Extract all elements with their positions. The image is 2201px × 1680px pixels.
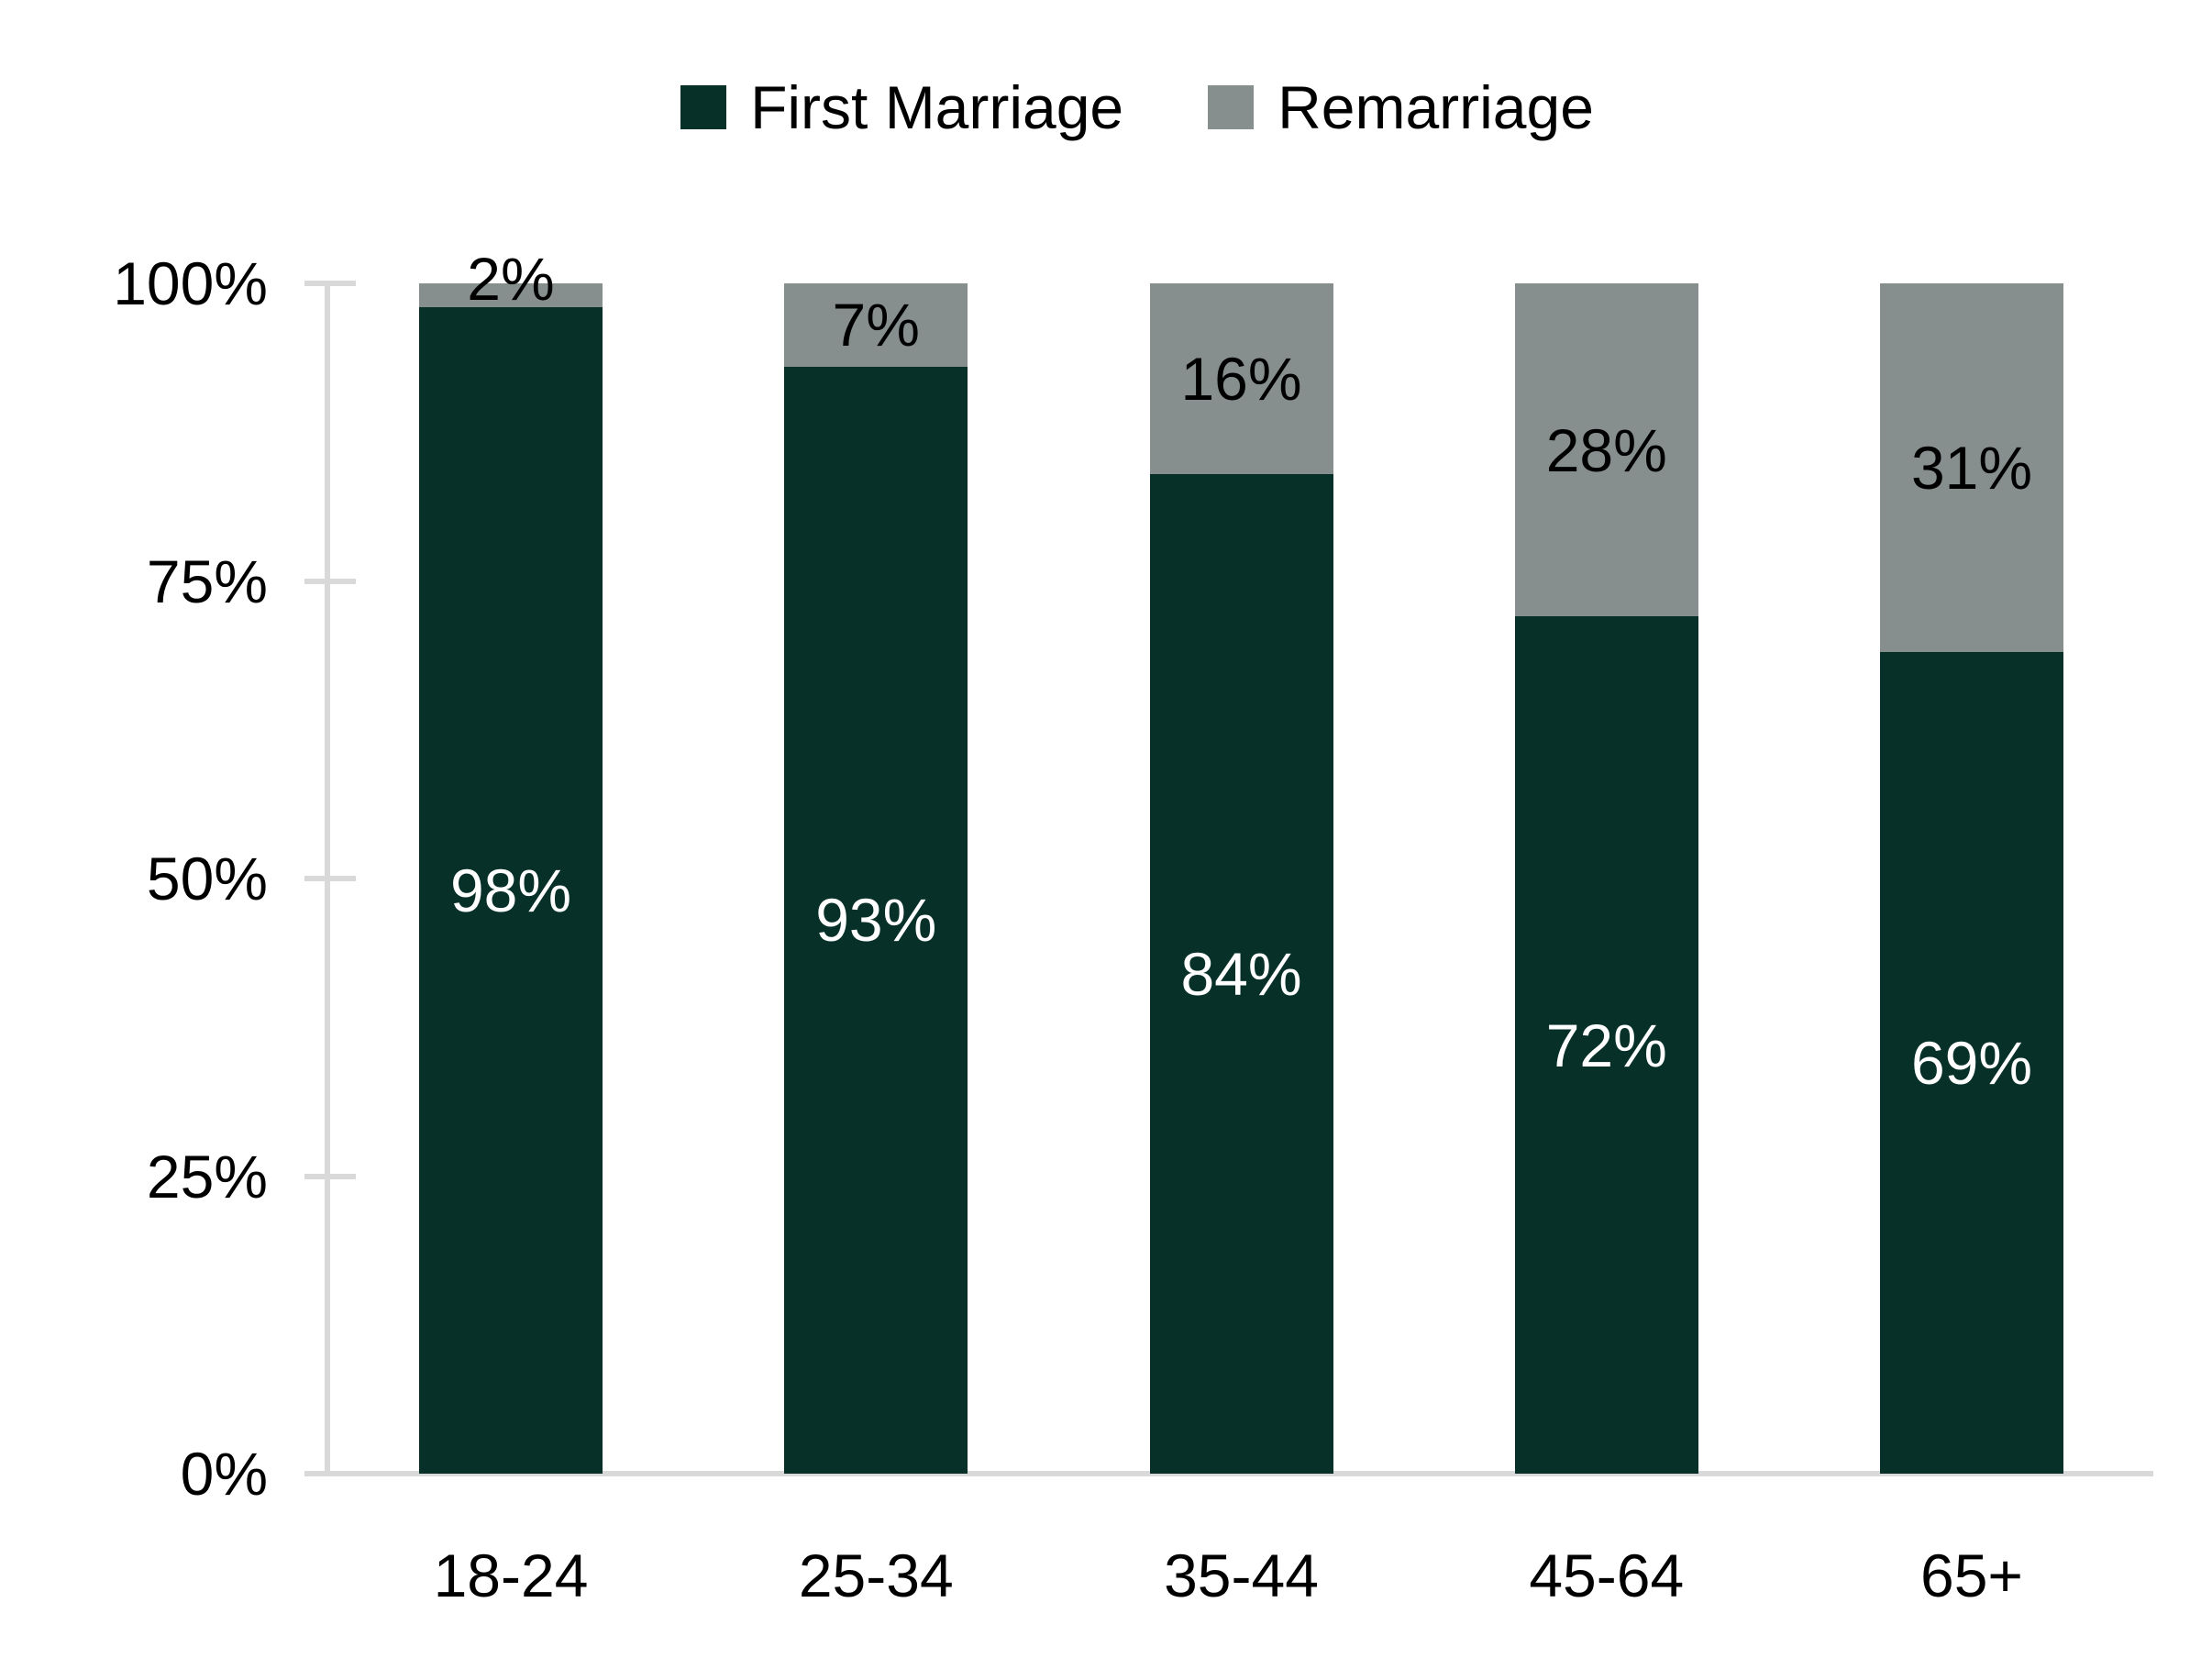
y-tick-label: 100%: [113, 249, 268, 317]
bar-45-64: 28% 72%: [1514, 283, 1698, 1474]
bar-value-label-first-marriage: 93%: [815, 886, 937, 955]
bar-value-label-remarriage: 7%: [832, 291, 920, 359]
legend-item-first-marriage: First Marriage: [680, 77, 1123, 138]
x-category-label: 65+: [1920, 1542, 2023, 1609]
legend-label: Remarriage: [1277, 73, 1594, 141]
y-axis-tick: [304, 281, 356, 286]
bar-value-label-remarriage: 16%: [1180, 344, 1302, 413]
bar-value-label-remarriage: 2%: [467, 245, 555, 313]
bar-segment-remarriage: [1149, 283, 1333, 474]
bar-value-label-remarriage: 31%: [1910, 434, 2033, 503]
legend-item-remarriage: Remarriage: [1208, 77, 1594, 138]
x-category-label: 18-24: [433, 1542, 589, 1609]
chart-legend: First Marriage Remarriage: [37, 77, 2201, 138]
bar-35-44: 16% 84%: [1149, 283, 1333, 1474]
legend-label: First Marriage: [750, 73, 1124, 141]
y-tick-label: 50%: [146, 845, 268, 912]
bar-value-label-first-marriage: 98%: [449, 856, 572, 924]
bar-segment-remarriage: [784, 283, 968, 367]
y-axis-tick: [304, 876, 356, 881]
bar-18-24: 2% 98%: [419, 249, 603, 1474]
bar-segment-first-marriage: [784, 366, 968, 1474]
bar-25-34: 7% 93%: [784, 283, 968, 1474]
bar-segment-first-marriage: [419, 306, 603, 1474]
y-tick-label: 0%: [180, 1440, 268, 1508]
y-axis-tick: [304, 578, 356, 584]
x-category-label: 35-44: [1164, 1542, 1319, 1609]
x-category-label: 25-34: [798, 1542, 954, 1609]
bar-segment-first-marriage: [1880, 652, 2063, 1474]
y-tick-label: 75%: [146, 547, 268, 615]
bar-segment-remarriage: [1880, 283, 2063, 653]
y-axis-tick: [304, 1173, 356, 1179]
x-axis-line: [304, 1471, 2153, 1476]
bar-value-label-first-marriage: 72%: [1545, 1011, 1667, 1079]
y-tick-label: 25%: [146, 1142, 268, 1210]
bar-segment-remarriage: [1514, 283, 1698, 617]
bar-value-label-remarriage: 28%: [1545, 415, 1667, 484]
bar-value-label-first-marriage: 84%: [1180, 939, 1302, 1008]
x-category-label: 45-64: [1529, 1542, 1685, 1609]
bar-value-label-first-marriage: 69%: [1910, 1029, 2033, 1098]
stacked-bar-chart: First Marriage Remarriage 0% 25% 50% 75% 100%…: [37, 15, 2201, 1665]
legend-swatch-icon: [680, 85, 727, 129]
bar-segment-first-marriage: [1514, 616, 1698, 1474]
bar-segment-remarriage: [419, 283, 603, 307]
bar-65+: 31% 69%: [1880, 283, 2063, 1474]
legend-swatch-icon: [1208, 85, 1255, 129]
bar-segment-first-marriage: [1149, 473, 1333, 1474]
